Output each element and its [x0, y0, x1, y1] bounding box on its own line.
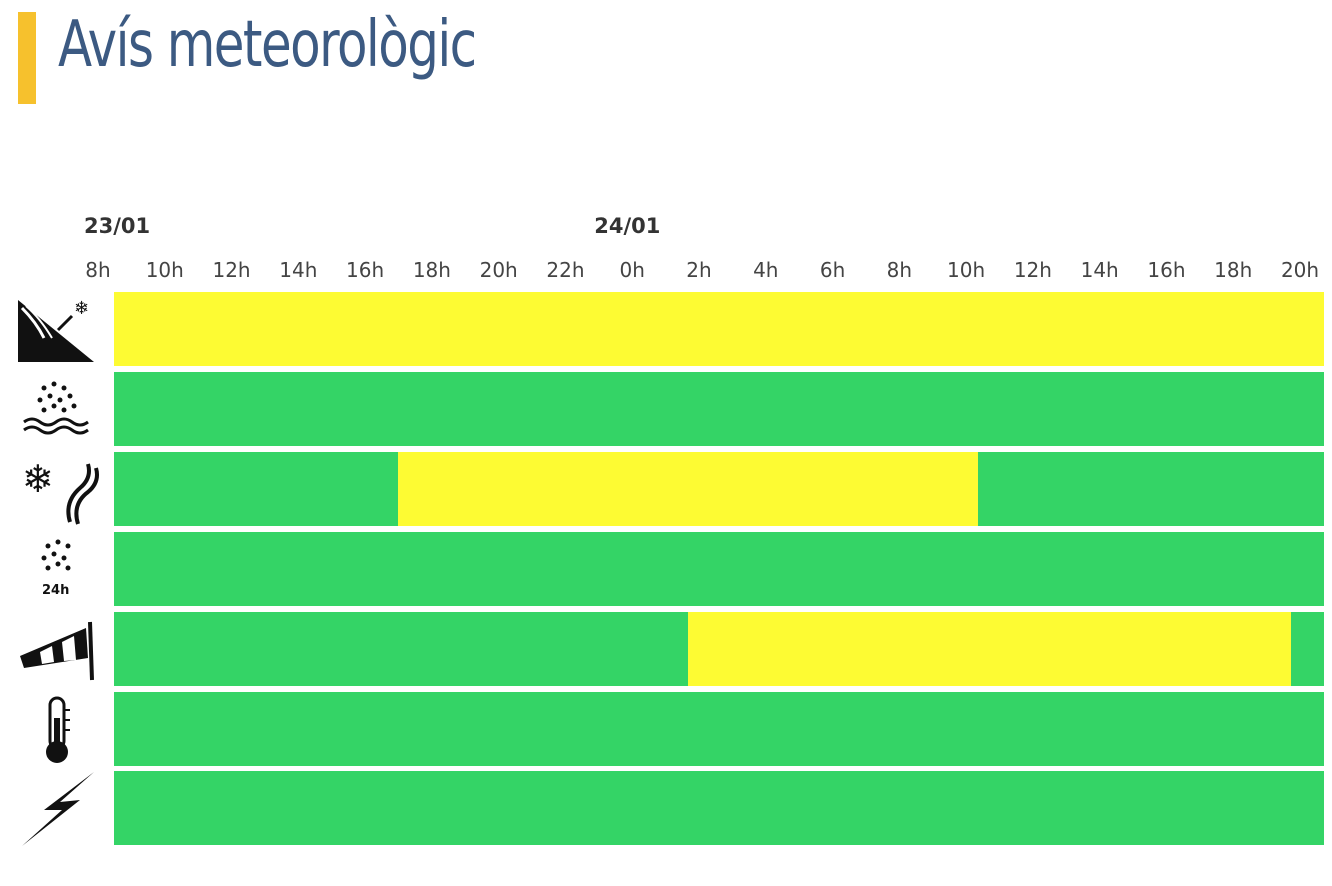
- tick-label: 8h: [886, 258, 913, 282]
- warning-segment-green: [114, 612, 688, 686]
- warning-segment-yellow: [687, 612, 1292, 686]
- avalanche-icon: ❄: [14, 292, 100, 368]
- tick-label: 18h: [412, 258, 451, 282]
- lightning-icon: [14, 770, 100, 846]
- warning-row-rain: [114, 372, 1324, 446]
- warning-row-lightning: [114, 771, 1324, 845]
- rain-24h-label: 24h: [42, 583, 69, 598]
- warning-row-thermometer: [114, 692, 1324, 766]
- tick-label: 6h: [819, 258, 846, 282]
- tick-label: 20h: [479, 258, 518, 282]
- warning-segment-green: [114, 452, 398, 526]
- rain-icon: [14, 372, 100, 448]
- title-accent-bar: [18, 12, 36, 104]
- tick-label: 18h: [1214, 258, 1253, 282]
- warning-row-avalanche: [114, 292, 1324, 366]
- tick-label: 14h: [279, 258, 318, 282]
- warning-segment-green: [114, 771, 1324, 845]
- tick-label: 10h: [947, 258, 986, 282]
- warning-segment-green: [1291, 612, 1324, 686]
- date-label: 23/01: [84, 214, 151, 238]
- thermometer-icon: [14, 692, 100, 768]
- warning-row-rain-24h: [114, 532, 1324, 606]
- tick-label: 14h: [1080, 258, 1119, 282]
- date-label: 24/01: [594, 214, 661, 238]
- tick-label: 22h: [546, 258, 585, 282]
- warning-segment-yellow: [397, 452, 978, 526]
- warning-segment-green: [977, 452, 1324, 526]
- tick-label: 12h: [1013, 258, 1052, 282]
- svg-text:❄: ❄: [74, 298, 89, 319]
- snow-icon: ❄: [14, 452, 100, 528]
- tick-label: 16h: [346, 258, 385, 282]
- tick-label: 12h: [212, 258, 251, 282]
- warning-segment-green: [114, 372, 1324, 446]
- tick-label: 8h: [85, 258, 111, 282]
- warning-segment-green: [114, 692, 1324, 766]
- warning-segment-yellow: [114, 292, 1324, 366]
- tick-label: 10h: [145, 258, 184, 282]
- warning-row-wind: [114, 612, 1324, 686]
- warning-row-snow: [114, 452, 1324, 526]
- tick-label: 0h: [619, 258, 645, 282]
- svg-text:❄: ❄: [22, 457, 54, 501]
- tick-label: 20h: [1280, 258, 1320, 282]
- warning-segment-green: [114, 532, 1324, 606]
- tick-label: 16h: [1147, 258, 1186, 282]
- wind-icon: [14, 612, 100, 688]
- tick-label: 4h: [753, 258, 779, 282]
- page-title: Avís meteorològic: [58, 8, 477, 82]
- rain-24h-icon: 24h: [14, 532, 100, 608]
- tick-label: 2h: [686, 258, 712, 282]
